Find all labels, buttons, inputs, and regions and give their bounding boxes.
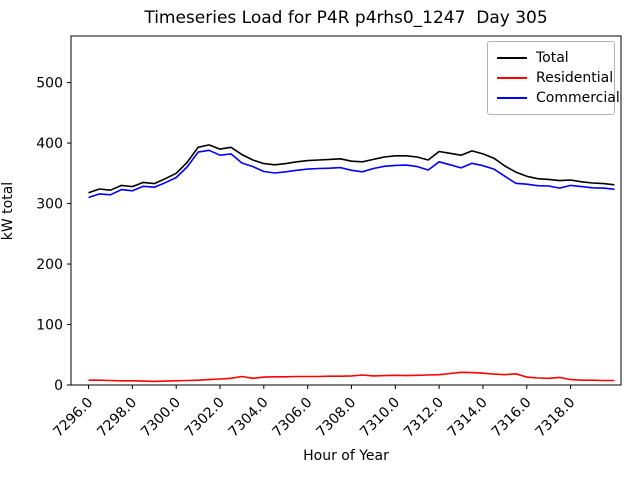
y-axis-tick-label: 500 [36,76,63,92]
y-axis-tick-label: 400 [36,136,63,152]
x-axis-tick-label: 7308.0 [313,395,359,441]
residential-line-swatch [497,77,527,79]
x-axis-tick-label: 7302.0 [182,395,228,441]
series-line-total [88,144,615,194]
series-line-residential [88,371,615,383]
legend-entry-residential: Residential [497,68,613,88]
chart-title: Timeseries Load for P4R p4rhs0_1247 Day … [144,8,548,28]
legend-label-commercial: Commercial [536,90,620,106]
legend-label-total: Total [536,50,569,66]
y-axis-tick-label: 200 [36,257,63,273]
x-axis-tick-label: 7312.0 [401,395,447,441]
y-axis-tick-label: 0 [54,378,63,394]
x-axis-tick-label: 7316.0 [489,395,535,441]
x-axis-tick-label: 7304.0 [226,395,272,441]
series-line-commercial [88,149,615,199]
y-axis-label: kW total [0,181,16,241]
x-axis-tick-label: 7306.0 [270,395,316,441]
legend-label-residential: Residential [536,70,614,86]
x-axis-tick-label: 7296.0 [50,395,96,441]
y-axis-tick-label: 300 [36,197,63,213]
x-axis-label: Hour of Year [303,448,389,464]
x-axis-tick-label: 7318.0 [532,395,578,441]
commercial-line-swatch [497,97,527,99]
x-axis-tick-label: 7310.0 [357,395,403,441]
legend-entry-total: Total [497,48,606,68]
x-axis-tick-label: 7298.0 [94,395,140,441]
x-axis-tick-label: 7300.0 [138,395,184,441]
legend-entry-commercial: Commercial [497,88,620,108]
legend: Total Residential Commercial [487,41,620,115]
x-axis-tick-label: 7314.0 [445,395,491,441]
y-axis-tick-label: 100 [36,318,63,334]
total-line-swatch [497,57,527,59]
